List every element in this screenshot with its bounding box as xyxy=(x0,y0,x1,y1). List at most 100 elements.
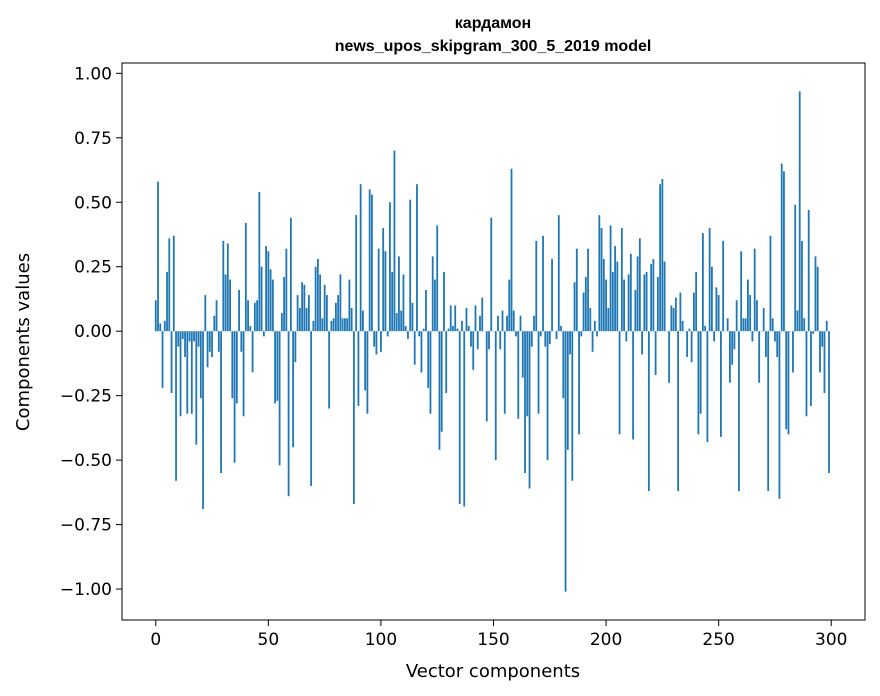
bar-109 xyxy=(400,310,403,332)
bar-99 xyxy=(377,248,380,332)
bar-211 xyxy=(629,253,632,332)
bar-299 xyxy=(828,331,830,474)
chart-subtitle: news_upos_skipgram_300_5_2019 model xyxy=(335,38,652,55)
bar-129 xyxy=(445,331,448,394)
bar-252 xyxy=(722,240,725,332)
bar-184 xyxy=(569,331,571,355)
bar-29 xyxy=(220,331,222,474)
bar-233 xyxy=(679,292,682,332)
bar-199 xyxy=(602,258,605,332)
y-tick-label: 0.75 xyxy=(74,129,112,149)
bar-35 xyxy=(233,331,236,463)
bar-161 xyxy=(517,331,520,419)
bar-224 xyxy=(659,184,662,332)
bar-36 xyxy=(235,331,238,404)
y-tick-label: −1.00 xyxy=(60,580,112,600)
bar-113 xyxy=(409,199,412,332)
bar-156 xyxy=(506,315,508,332)
bar-297 xyxy=(823,331,826,394)
bar-279 xyxy=(783,171,785,332)
bar-181 xyxy=(562,331,565,399)
bar-139 xyxy=(467,326,470,332)
bar-64 xyxy=(298,307,301,332)
bar-214 xyxy=(636,256,639,332)
bar-71 xyxy=(314,266,317,332)
bar-220 xyxy=(650,264,653,332)
bar-40 xyxy=(244,222,247,332)
bar-244 xyxy=(704,326,707,332)
bar-140 xyxy=(470,331,472,347)
bar-32 xyxy=(226,243,229,332)
bar-88 xyxy=(353,331,355,504)
bar-277 xyxy=(778,331,781,499)
bar-164 xyxy=(524,331,526,474)
bar-142 xyxy=(474,305,477,332)
bar-265 xyxy=(751,331,754,342)
bar-141 xyxy=(472,331,475,370)
bar-111 xyxy=(404,326,407,332)
bar-90 xyxy=(357,331,360,406)
bar-176 xyxy=(551,258,553,332)
bar-260 xyxy=(740,251,743,332)
bar-92 xyxy=(362,310,364,332)
bar-128 xyxy=(443,271,445,332)
bar-65 xyxy=(301,282,304,332)
bar-22 xyxy=(204,295,207,332)
bar-145 xyxy=(481,297,484,332)
bar-170 xyxy=(537,331,540,414)
bar-278 xyxy=(780,163,783,332)
bar-217 xyxy=(643,274,646,332)
bar-290 xyxy=(807,209,810,332)
bar-135 xyxy=(458,331,461,504)
bar-234 xyxy=(681,320,684,332)
bar-4 xyxy=(163,320,166,332)
bar-200 xyxy=(605,279,607,332)
bar-212 xyxy=(632,331,634,440)
bar-61 xyxy=(292,331,295,448)
bar-197 xyxy=(598,215,601,332)
bar-28 xyxy=(217,331,220,352)
bar-241 xyxy=(697,331,700,435)
x-tick-label: 50 xyxy=(258,630,280,650)
bar-171 xyxy=(539,331,542,337)
bar-94 xyxy=(366,331,369,414)
bar-293 xyxy=(814,256,817,332)
bar-191 xyxy=(584,277,587,332)
bar-115 xyxy=(413,331,416,365)
plot-frame xyxy=(121,62,866,621)
bar-97 xyxy=(373,331,376,347)
bar-201 xyxy=(607,307,610,332)
bar-106 xyxy=(393,150,396,332)
bar-131 xyxy=(449,305,452,332)
bar-151 xyxy=(494,331,497,461)
bar-296 xyxy=(821,331,824,347)
bar-205 xyxy=(616,261,619,332)
bar-257 xyxy=(733,331,736,350)
bar-7 xyxy=(170,331,173,394)
bar-86 xyxy=(348,279,351,332)
bar-108 xyxy=(398,256,400,332)
bar-208 xyxy=(623,279,625,332)
chart-title: кардамон xyxy=(455,15,531,32)
bar-287 xyxy=(801,240,803,332)
bar-216 xyxy=(641,331,643,355)
bar-84 xyxy=(344,318,346,332)
bar-254 xyxy=(726,318,729,332)
bar-190 xyxy=(582,292,585,332)
bar-194 xyxy=(591,331,594,352)
bar-49 xyxy=(265,246,267,332)
bar-69 xyxy=(310,331,313,486)
bar-23 xyxy=(206,331,209,368)
bar-3 xyxy=(161,331,164,388)
bar-182 xyxy=(564,331,567,592)
bar-180 xyxy=(560,326,562,332)
bar-48 xyxy=(262,331,265,337)
bar-178 xyxy=(555,331,558,339)
bar-39 xyxy=(242,331,245,417)
bar-58 xyxy=(285,248,288,332)
bar-273 xyxy=(769,235,772,332)
bar-226 xyxy=(663,261,666,332)
bar-248 xyxy=(713,331,716,342)
bar-166 xyxy=(528,331,531,489)
bar-249 xyxy=(715,287,718,332)
